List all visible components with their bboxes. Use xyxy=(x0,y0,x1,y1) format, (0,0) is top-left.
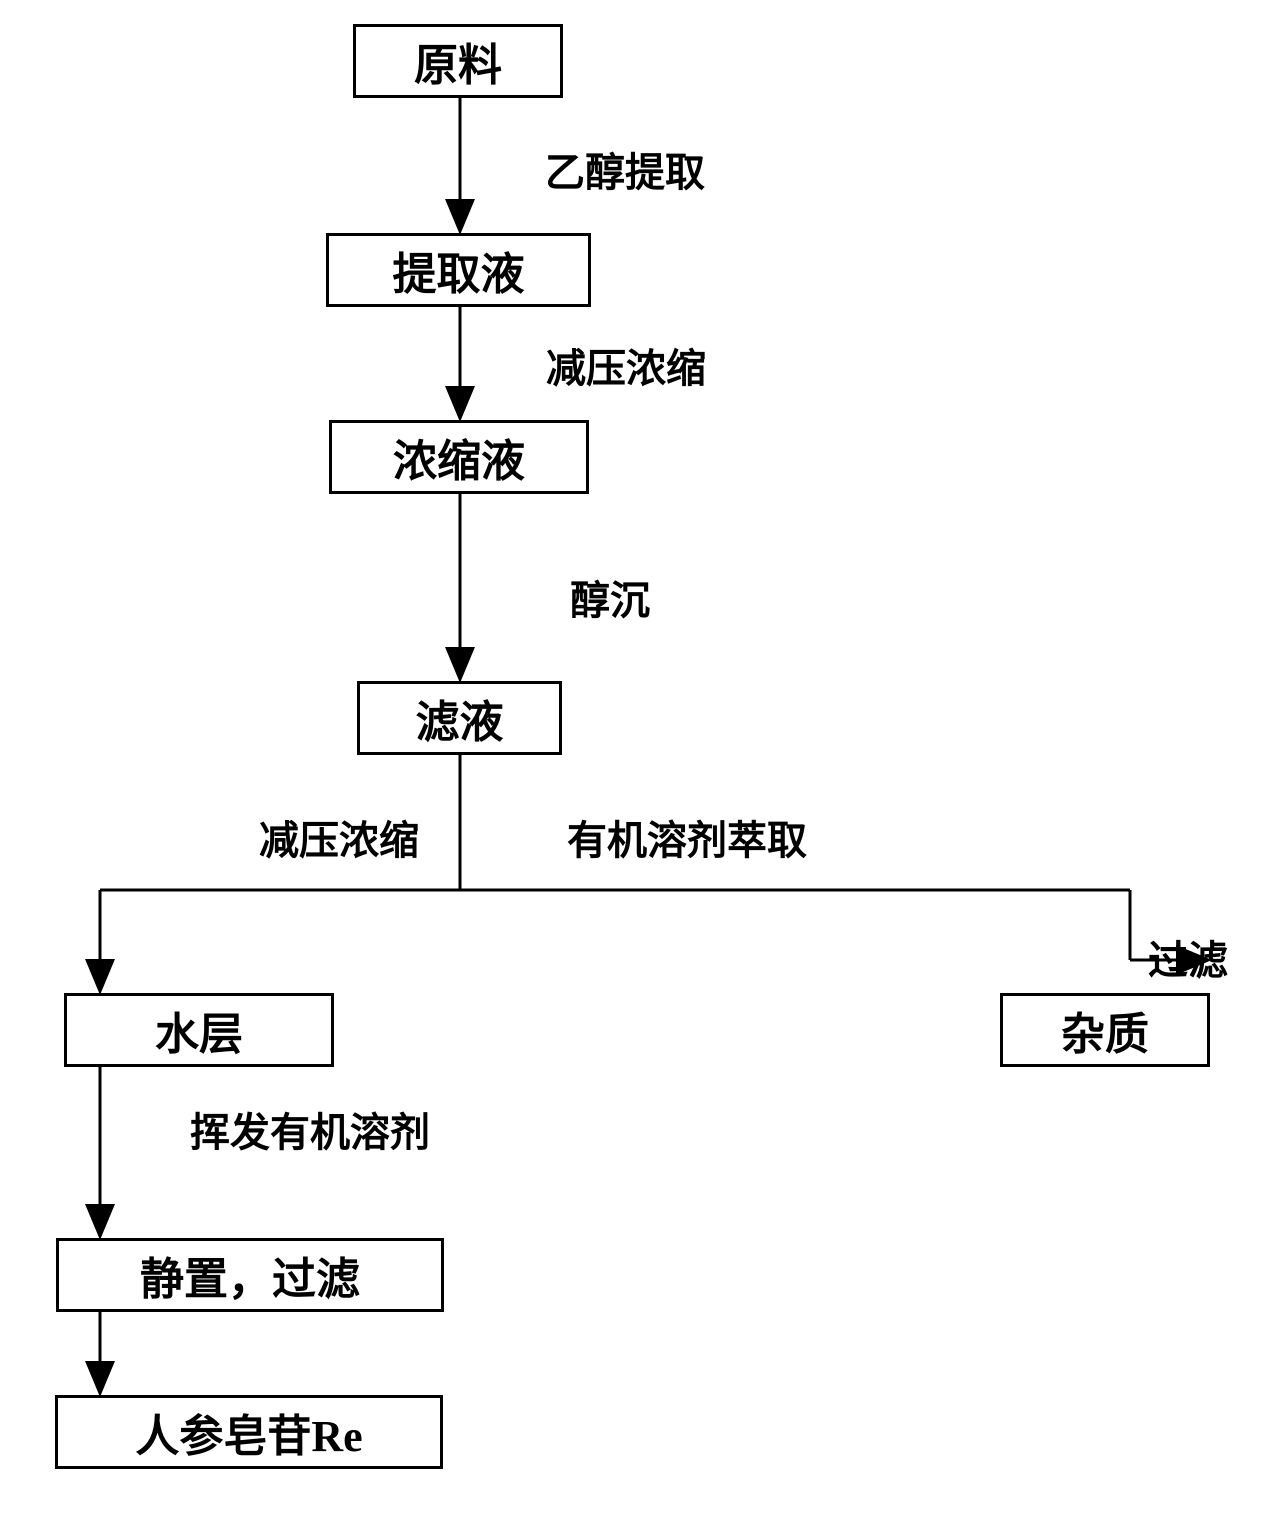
edge-label-2: 醇沉 xyxy=(570,568,650,626)
edge-label-1: 减压浓缩 xyxy=(546,336,706,394)
edge-label-4: 有机溶剂萃取 xyxy=(567,808,807,866)
flowchart-node-n6: 杂质 xyxy=(1000,993,1210,1067)
flowchart-node-n5: 水层 xyxy=(64,993,334,1067)
edge-label-0: 乙醇提取 xyxy=(545,140,705,198)
flowchart-node-n3: 浓缩液 xyxy=(329,420,589,494)
flowchart-node-n7: 静置，过滤 xyxy=(56,1238,444,1312)
edge-label-6: 挥发有机溶剂 xyxy=(190,1100,430,1158)
edge-label-3: 减压浓缩 xyxy=(259,808,419,866)
flowchart-node-n8: 人参皂苷Re xyxy=(55,1395,443,1469)
flowchart-node-n1: 原料 xyxy=(353,24,563,98)
flowchart-node-n2: 提取液 xyxy=(326,233,591,307)
flowchart-node-n4: 滤液 xyxy=(357,681,562,755)
edge-label-5: 过滤 xyxy=(1148,928,1228,986)
